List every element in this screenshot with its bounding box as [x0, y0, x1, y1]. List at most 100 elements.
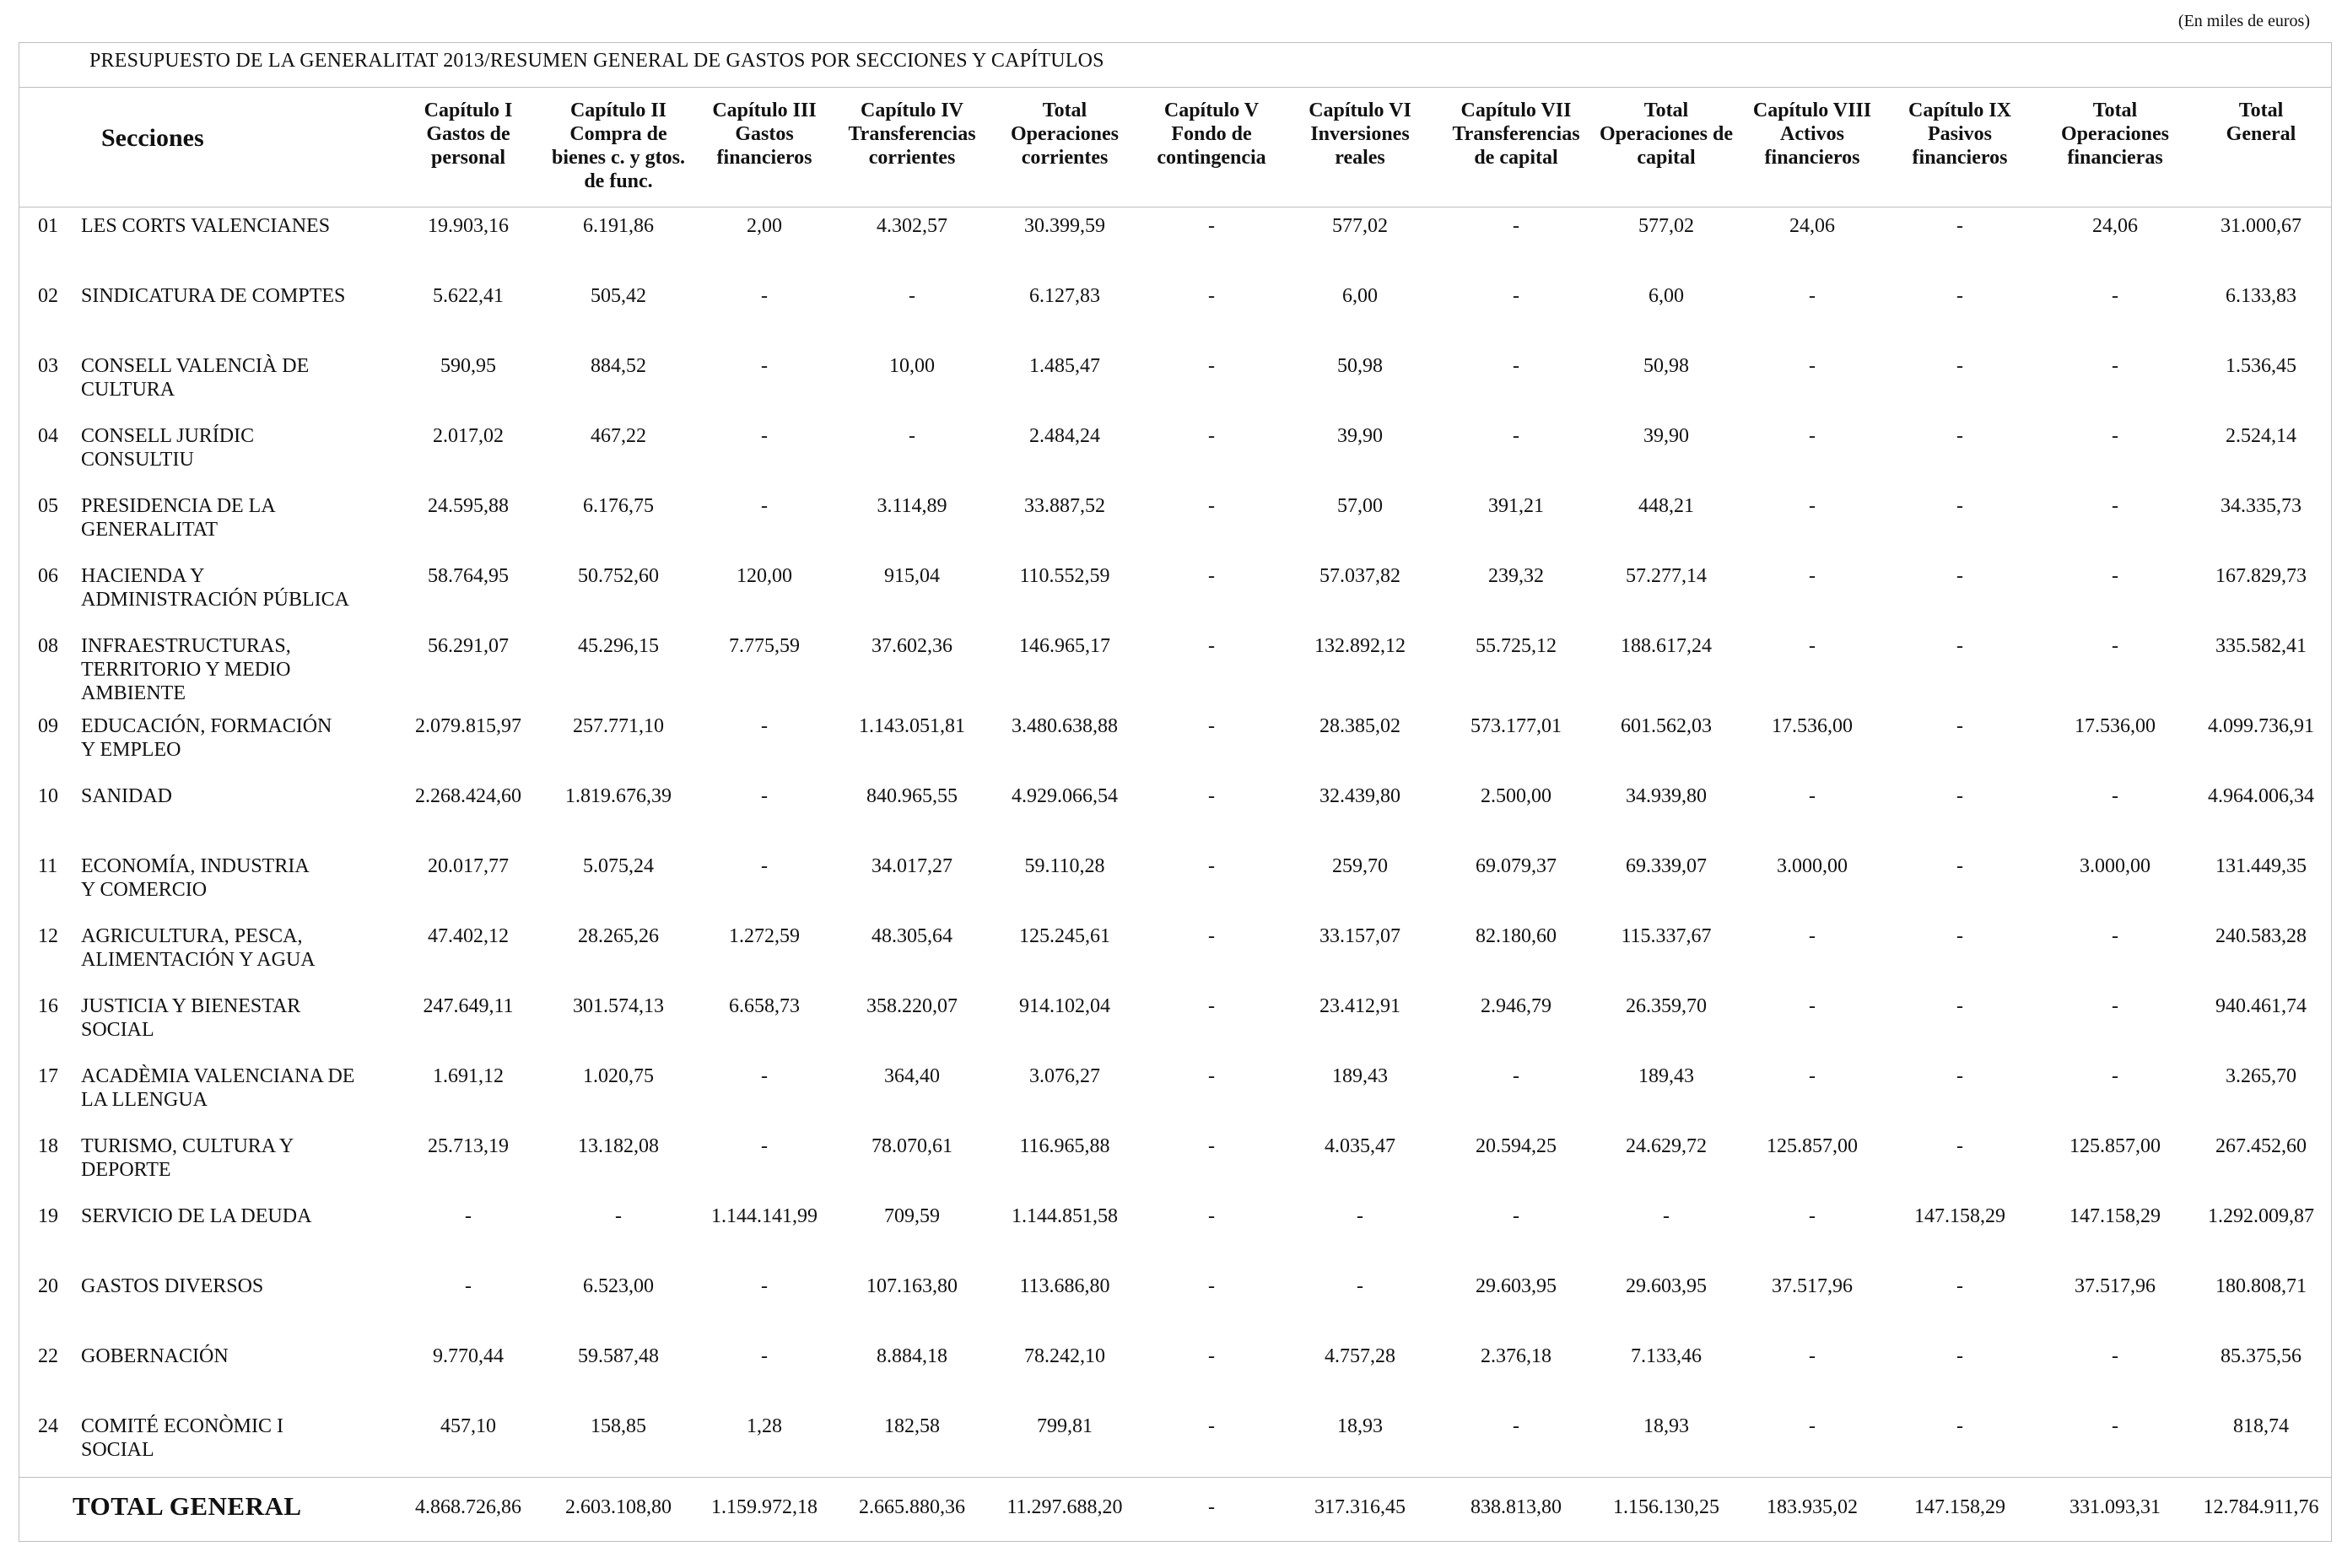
- cell-value: -: [2112, 1345, 2118, 1367]
- column-header: Capítulo VIII Activos financieros: [1752, 100, 1872, 169]
- section-code: 20: [38, 1275, 58, 1297]
- cell-value: 301.574,13: [573, 995, 664, 1017]
- cell-value: 1.536,45: [2226, 355, 2296, 377]
- cell-value: 1.272,59: [729, 925, 800, 947]
- cell-value: 18,93: [1643, 1415, 1689, 1437]
- cell-value: 24,06: [2092, 215, 2138, 237]
- cell-value: 590,95: [440, 355, 496, 377]
- cell-value: 5.075,24: [583, 855, 654, 877]
- cell-value: 39,90: [1337, 425, 1383, 447]
- cell-value: 3.480.638,88: [1012, 715, 1118, 737]
- total-value: 4.868.726,86: [415, 1496, 521, 1518]
- cell-value: 29.603,95: [1626, 1275, 1707, 1297]
- cell-value: 28.265,26: [578, 925, 659, 947]
- cell-value: -: [1956, 1415, 1963, 1437]
- cell-value: 34.335,73: [2221, 495, 2302, 517]
- cell-value: -: [761, 785, 768, 807]
- cell-value: 884,52: [591, 355, 646, 377]
- cell-value: -: [1208, 785, 1215, 807]
- cell-value: 448,21: [1638, 495, 1694, 517]
- cell-value: 1,28: [747, 1415, 782, 1437]
- cell-value: 1.691,12: [433, 1065, 504, 1087]
- cell-value: 915,04: [884, 565, 940, 587]
- cell-value: 4.964.006,34: [2208, 785, 2314, 807]
- cell-value: 3.265,70: [2226, 1065, 2296, 1087]
- cell-value: 259,70: [1332, 855, 1388, 877]
- cell-value: 28.385,02: [1319, 715, 1400, 737]
- cell-value: -: [909, 425, 915, 447]
- cell-value: 818,74: [2233, 1415, 2289, 1437]
- cell-value: -: [1208, 855, 1215, 877]
- cell-value: -: [1956, 1345, 1963, 1367]
- cell-value: 391,21: [1488, 495, 1544, 517]
- cell-value: -: [1956, 1275, 1963, 1297]
- cell-value: 8.884,18: [877, 1345, 947, 1367]
- total-value: 147.158,29: [1914, 1496, 2005, 1518]
- unit-note: (En miles de euros): [2177, 12, 2310, 30]
- cell-value: -: [2112, 565, 2118, 587]
- section-name: GOBERNACIÓN: [81, 1345, 229, 1367]
- section-code: 06: [38, 565, 58, 587]
- cell-value: -: [1663, 1205, 1670, 1227]
- cell-value: 50.752,60: [578, 565, 659, 587]
- cell-value: 4.757,28: [1325, 1345, 1395, 1367]
- cell-value: 4.929.066,54: [1012, 785, 1118, 807]
- cell-value: 247.649,11: [423, 995, 514, 1017]
- column-header: Capítulo V Fondo de contingencia: [1157, 100, 1266, 169]
- cell-value: 116.965,88: [1019, 1135, 1110, 1157]
- cell-value: 180.808,71: [2215, 1275, 2307, 1297]
- section-name: LES CORTS VALENCIANES: [81, 215, 331, 237]
- cell-value: 240.583,28: [2215, 925, 2307, 947]
- cell-value: 20.594,25: [1476, 1135, 1557, 1157]
- section-code: 05: [38, 495, 58, 517]
- cell-value: 6.191,86: [583, 215, 654, 237]
- column-header: Capítulo IV Transferencias corrientes: [848, 100, 976, 169]
- column-header: Capítulo IX Pasivos financieros: [1908, 100, 2012, 169]
- column-header: Capítulo III Gastos financieros: [712, 100, 817, 169]
- column-header: Total General: [2226, 100, 2296, 145]
- cell-value: -: [1809, 925, 1816, 947]
- title-divider: [19, 87, 2331, 88]
- total-value: 1.156.130,25: [1613, 1496, 1719, 1518]
- cell-value: 2.079.815,97: [415, 715, 521, 737]
- section-code: 09: [38, 715, 58, 737]
- cell-value: 1.143.051,81: [859, 715, 965, 737]
- cell-value: 267.452,60: [2215, 1135, 2307, 1157]
- cell-value: 189,43: [1638, 1065, 1694, 1087]
- cell-value: 6,00: [1649, 285, 1684, 307]
- cell-value: 2.524,14: [2226, 425, 2296, 447]
- total-value: 11.297.688,20: [1006, 1496, 1123, 1518]
- cell-value: 182,58: [884, 1415, 940, 1437]
- cell-value: 940.461,74: [2215, 995, 2307, 1017]
- section-code: 17: [38, 1065, 58, 1087]
- cell-value: -: [1208, 565, 1215, 587]
- cell-value: 1.292.009,87: [2208, 1205, 2314, 1227]
- cell-value: 24.595,88: [428, 495, 509, 517]
- cell-value: 24.629,72: [1626, 1135, 1707, 1157]
- cell-value: 167.829,73: [2215, 565, 2307, 587]
- cell-value: -: [761, 855, 768, 877]
- cell-value: 6.176,75: [583, 495, 654, 517]
- cell-value: 25.713,19: [428, 1135, 509, 1157]
- cell-value: 39,90: [1643, 425, 1689, 447]
- cell-value: -: [465, 1275, 472, 1297]
- cell-value: -: [1956, 715, 1963, 737]
- section-code: 10: [38, 785, 58, 807]
- column-header: Capítulo VI Inversiones reales: [1309, 100, 1411, 169]
- total-value: 183.935,02: [1767, 1496, 1858, 1518]
- cell-value: -: [1208, 1275, 1215, 1297]
- cell-value: 107.163,80: [866, 1275, 958, 1297]
- cell-value: -: [1809, 355, 1816, 377]
- cell-value: -: [1208, 215, 1215, 237]
- cell-value: -: [1208, 1065, 1215, 1087]
- cell-value: -: [1208, 1135, 1215, 1157]
- cell-value: -: [1357, 1275, 1363, 1297]
- cell-value: 59.587,48: [578, 1345, 659, 1367]
- cell-value: -: [1208, 1205, 1215, 1227]
- cell-value: 57.277,14: [1626, 565, 1707, 587]
- cell-value: -: [1208, 285, 1215, 307]
- cell-value: 125.245,61: [1019, 925, 1110, 947]
- section-name: HACIENDA Y ADMINISTRACIÓN PÚBLICA: [81, 565, 350, 611]
- cell-value: -: [1809, 1415, 1816, 1437]
- cell-value: 2.017,02: [433, 425, 504, 447]
